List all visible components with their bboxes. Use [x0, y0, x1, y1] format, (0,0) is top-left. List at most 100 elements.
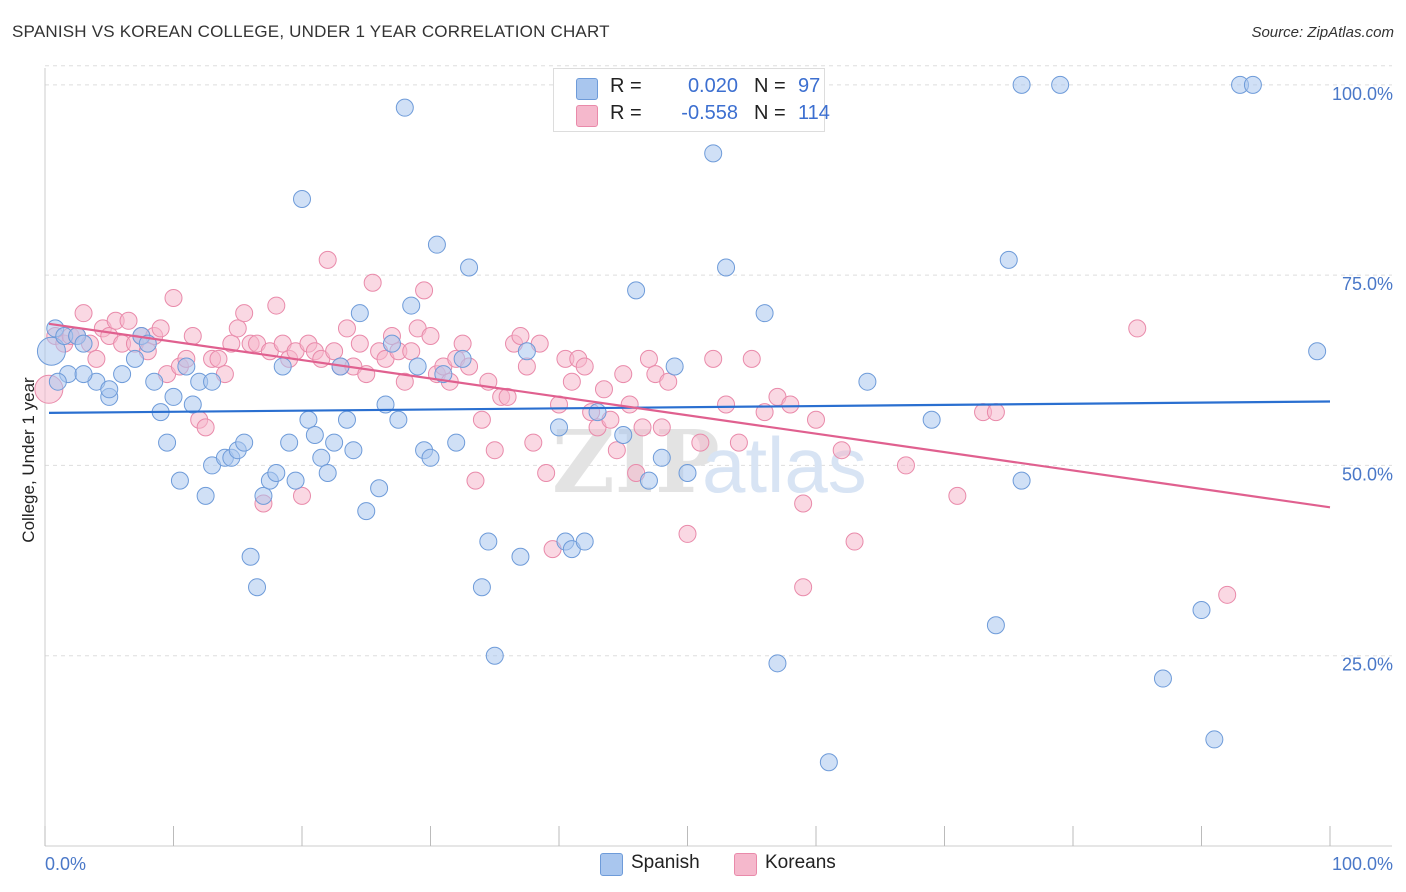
- koreans-point: [1218, 585, 1237, 604]
- koreans-point: [466, 471, 485, 490]
- spanish-point: [453, 349, 472, 368]
- koreans-point: [691, 433, 710, 452]
- spanish-point: [678, 464, 697, 483]
- r-value: 0.020: [687, 75, 738, 97]
- koreans-swatch: [576, 105, 598, 127]
- spanish-point: [479, 532, 498, 551]
- spanish-point: [177, 357, 196, 376]
- watermark: ZIP atlas: [552, 412, 867, 513]
- koreans-point: [845, 532, 864, 551]
- koreans-trend-line: [48, 322, 1331, 509]
- koreans-point: [717, 395, 736, 414]
- spanish-point: [48, 372, 67, 391]
- spanish-point: [1205, 730, 1224, 749]
- x-tick-label: 0.0%: [45, 854, 86, 874]
- spanish-point: [614, 425, 633, 444]
- koreans-point: [639, 349, 658, 368]
- koreans-point: [807, 410, 825, 429]
- spanish-point: [1243, 75, 1262, 94]
- legend-label-spanish: Spanish: [631, 852, 700, 873]
- koreans-point: [337, 319, 356, 338]
- spanish-point: [421, 448, 440, 467]
- koreans-point: [222, 334, 241, 353]
- koreans-point: [607, 441, 626, 460]
- spanish-point: [113, 365, 132, 384]
- spanish-point: [1012, 471, 1031, 490]
- spanish-point: [235, 433, 254, 452]
- y-axis-title: College, Under 1 year: [19, 377, 38, 543]
- koreans-point: [402, 342, 421, 361]
- koreans-point: [87, 349, 106, 368]
- r-label: R =: [610, 102, 642, 124]
- spanish-point: [1192, 601, 1211, 620]
- koreans-point: [1128, 319, 1147, 338]
- spanish-point: [357, 502, 376, 521]
- r-label: R =: [610, 75, 642, 97]
- spanish-point: [183, 395, 202, 414]
- spanish-point: [325, 433, 344, 452]
- n-label: N =: [754, 75, 786, 97]
- spanish-point: [485, 646, 504, 665]
- koreans-point: [472, 410, 491, 429]
- koreans-point: [119, 311, 138, 330]
- koreans-point: [781, 395, 800, 414]
- koreans-point: [267, 296, 286, 315]
- spanish-point: [1012, 75, 1031, 94]
- koreans-point: [652, 418, 671, 437]
- koreans-point: [228, 319, 247, 338]
- koreans-points: [34, 250, 1237, 604]
- spanish-point: [1308, 342, 1327, 361]
- koreans-point: [453, 334, 472, 353]
- spanish-point: [575, 532, 594, 551]
- koreans-point: [794, 578, 813, 597]
- source-label: Source: ZipAtlas.com: [1251, 24, 1394, 41]
- spanish-point: [74, 365, 93, 384]
- spanish-point: [408, 357, 427, 376]
- spanish-point: [639, 471, 658, 490]
- spanish-point: [254, 486, 273, 505]
- spanish-point: [460, 258, 479, 277]
- koreans-point: [325, 342, 344, 361]
- koreans-point: [209, 349, 228, 368]
- spanish-point: [74, 334, 93, 353]
- spanish-point: [472, 578, 491, 597]
- spanish-point: [652, 448, 671, 467]
- koreans-point: [524, 433, 543, 452]
- spanish-points: [36, 75, 1327, 772]
- koreans-point: [948, 486, 967, 505]
- spanish-trend-line: [48, 400, 1331, 414]
- koreans-point: [896, 456, 915, 475]
- koreans-point: [395, 372, 414, 391]
- koreans-point: [363, 273, 382, 292]
- x-tick-label: 100.0%: [1332, 854, 1393, 874]
- spanish-point: [145, 372, 164, 391]
- koreans-point: [293, 486, 311, 505]
- spanish-point: [382, 334, 401, 353]
- koreans-point: [511, 327, 530, 346]
- spanish-point: [627, 281, 646, 300]
- spanish-point: [755, 304, 774, 323]
- spanish-swatch: [600, 853, 623, 876]
- spanish-point: [312, 448, 331, 467]
- spanish-point: [196, 486, 215, 505]
- spanish-point: [293, 190, 311, 209]
- spanish-point: [370, 479, 389, 498]
- r-value: -0.558: [681, 102, 738, 124]
- koreans-point: [350, 334, 369, 353]
- legend-label-koreans: Koreans: [765, 852, 836, 873]
- spanish-point: [318, 464, 337, 483]
- koreans-point: [755, 403, 774, 422]
- n-value: 114: [798, 102, 830, 124]
- spanish-point: [344, 441, 363, 460]
- spanish-point: [337, 410, 356, 429]
- chart-title: SPANISH VS KOREAN COLLEGE, UNDER 1 YEAR …: [12, 22, 610, 41]
- koreans-point: [562, 372, 581, 391]
- spanish-point: [273, 357, 292, 376]
- spanish-point: [1051, 75, 1070, 94]
- spanish-point: [986, 616, 1005, 635]
- spanish-point: [267, 464, 286, 483]
- spanish-point: [717, 258, 736, 277]
- y-tick-label: 50.0%: [1342, 464, 1393, 484]
- spanish-point: [395, 98, 414, 117]
